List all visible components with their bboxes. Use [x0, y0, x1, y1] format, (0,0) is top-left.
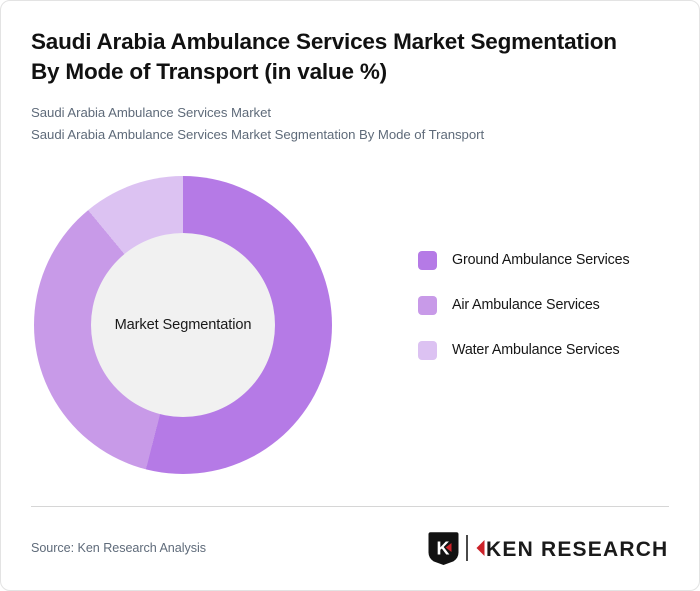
subtitle-primary: Saudi Arabia Ambulance Services Market: [31, 105, 271, 121]
logo-wordmark: KEN RESEARCH: [476, 538, 668, 561]
svg-text:KEN RESEARCH: KEN RESEARCH: [486, 538, 668, 561]
subtitle-group: Saudi Arabia Ambulance Services Market S…: [31, 102, 669, 145]
page-title: Saudi Arabia Ambulance Services Market S…: [31, 29, 617, 84]
donut-chart: Market Segmentation: [34, 176, 332, 475]
svg-text:K: K: [437, 538, 450, 558]
chart-header: Saudi Arabia Ambulance Services Market S…: [1, 1, 699, 145]
legend-swatch: [418, 295, 437, 315]
subtitle-secondary: Saudi Arabia Ambulance Services Market S…: [31, 126, 485, 142]
legend-item[interactable]: Ground Ambulance Services: [418, 248, 668, 272]
chart-footer: Source: Ken Research Analysis K KEN RESE…: [31, 524, 671, 572]
chart-body: Market Segmentation Ground Ambulance Ser…: [1, 145, 699, 475]
ken-research-logo: K KEN RESEARCH: [427, 531, 671, 566]
donut-hole: Market Segmentation: [91, 233, 275, 418]
legend-swatch: [418, 340, 437, 360]
legend-swatch: [418, 250, 437, 270]
legend-item[interactable]: Air Ambulance Services: [418, 293, 668, 317]
legend-item[interactable]: Water Ambulance Services: [418, 338, 668, 362]
footer-divider: [31, 506, 669, 507]
ken-research-badge-icon: K: [428, 531, 459, 565]
source-label: Source: Ken Research Analysis: [31, 541, 206, 555]
donut-center-label: Market Segmentation: [114, 317, 252, 334]
legend-label: Ground Ambulance Services: [452, 252, 630, 269]
chart-legend: Ground Ambulance Services Air Ambulance S…: [418, 248, 668, 383]
logo-divider: [466, 535, 468, 561]
legend-label: Water Ambulance Services: [452, 342, 620, 359]
legend-label: Air Ambulance Services: [452, 297, 600, 314]
